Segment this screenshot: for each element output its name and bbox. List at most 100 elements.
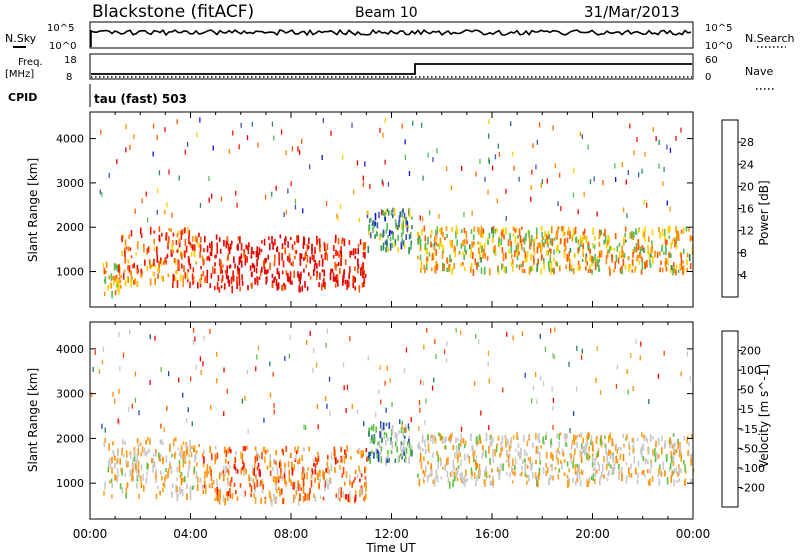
heatmap-cell [441,251,444,260]
heatmap-cell [443,445,446,449]
heatmap-cell [247,428,249,434]
heatmap-cell [319,272,321,280]
heatmap-cell [354,248,357,255]
heatmap-cell [164,257,167,264]
heatmap-cell [367,245,370,253]
heatmap-cell [548,267,551,272]
heatmap-cell [194,336,196,342]
heatmap-cell [335,493,338,498]
heatmap-cell [294,204,297,210]
heatmap-cell [301,475,303,479]
heatmap-cell [485,432,488,440]
heatmap-cell [258,481,261,487]
heatmap-cell [607,472,609,477]
heatmap-cell [132,467,134,474]
heatmap-cell [496,198,498,204]
heatmap-cell [182,462,185,468]
heatmap-cell [402,240,405,246]
heatmap-cell [219,258,221,267]
heatmap-cell [428,252,431,257]
heatmap-cell [446,258,448,264]
heatmap-cell [169,444,171,453]
heatmap-cell [357,258,359,266]
heatmap-cell [340,487,343,494]
heatmap-cell [426,248,429,254]
beam-title: Beam 10 [355,5,418,21]
x-tick-label: 04:00 [173,527,208,541]
heatmap-cell [152,465,154,473]
heatmap-cell [517,450,520,457]
heatmap-cell [403,216,405,222]
heatmap-cell [630,473,633,478]
heatmap-cell [635,247,638,253]
heatmap-cell [611,438,614,447]
heatmap-cell [118,279,120,285]
heatmap-cell [442,244,444,251]
heatmap-cell [188,236,190,244]
heatmap-cell [336,251,339,256]
heatmap-cell [134,208,136,214]
heatmap-cell [169,463,171,469]
heatmap-cell [116,476,119,483]
y-tick-label: 1000 [56,266,84,279]
heatmap-cell [241,274,243,281]
heatmap-cell [460,263,462,267]
heatmap-cell [439,433,442,441]
heatmap-cell [648,447,650,455]
heatmap-cell [518,251,520,256]
heatmap-cell [302,242,305,249]
heatmap-cell [174,451,177,457]
heatmap-cell [426,475,429,483]
heatmap-cell [311,247,313,255]
heatmap-cell [423,225,426,232]
heatmap-cell [149,226,152,235]
heatmap-cell [360,473,363,478]
heatmap-cell [374,437,376,443]
heatmap-cell [108,172,110,178]
heatmap-cell [321,269,324,273]
heatmap-cell [464,245,466,253]
heatmap-cell [419,447,422,451]
heatmap-cell [576,386,578,392]
heatmap-cell [396,433,398,442]
heatmap-cell [263,239,266,246]
heatmap-cell [318,260,321,267]
heatmap-cell [326,328,328,334]
heatmap-cell [419,239,422,248]
heatmap-cell [629,123,631,129]
heatmap-cell [602,180,604,186]
heatmap-cell [145,477,148,485]
heatmap-cell [163,427,165,433]
heatmap-cell [554,163,556,169]
heatmap-cell [475,436,478,444]
heatmap-cell [403,439,405,446]
heatmap-cell [579,480,582,487]
heatmap-cell [675,467,678,474]
heatmap-cell [243,494,246,498]
heatmap-cell [233,482,236,487]
heatmap-cell [162,482,165,486]
heatmap-cell [371,434,373,441]
heatmap-cell [402,443,405,450]
heatmap-cell [193,445,196,453]
heatmap-cell [314,456,317,462]
heatmap-cell [120,275,122,279]
heatmap-cell [451,470,453,477]
heatmap-cell [428,210,431,216]
heatmap-cell [620,447,622,451]
heatmap-cell [129,145,131,150]
heatmap-cell [315,362,318,368]
heatmap-cell [146,451,148,455]
heatmap-cell [159,458,162,462]
heatmap-cell [484,252,486,259]
heatmap-cell [406,221,409,225]
heatmap-cell [401,448,403,457]
heatmap-cell [530,185,532,190]
heatmap-cell [203,248,205,253]
heatmap-cell [139,442,142,447]
heatmap-cell [155,477,157,484]
nsky-label: N.Sky [5,32,37,45]
heatmap-cell [342,362,345,368]
heatmap-cell [408,438,410,443]
heatmap-cell [136,244,139,250]
